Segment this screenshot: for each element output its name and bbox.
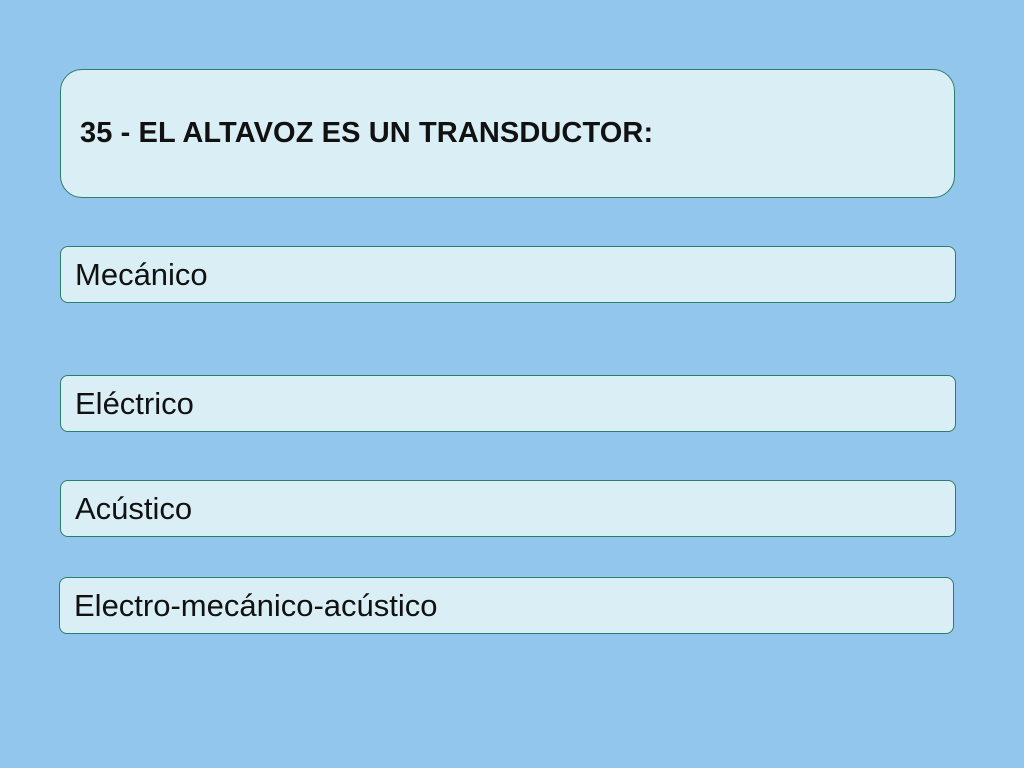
answer-option-label: Electro-mecánico-acústico xyxy=(74,587,438,623)
answer-option-label: Acústico xyxy=(75,490,193,526)
answer-option-acustico[interactable]: Acústico xyxy=(60,480,956,537)
answer-option-electro-mecanico-acustico[interactable]: Electro-mecánico-acústico xyxy=(59,577,954,634)
answer-option-label: Mecánico xyxy=(75,256,208,292)
answer-option-mecanico[interactable]: Mecánico xyxy=(60,246,956,303)
answer-option-label: Eléctrico xyxy=(75,385,194,421)
question-box: 35 - EL ALTAVOZ ES UN TRANSDUCTOR: xyxy=(60,69,955,198)
question-text: 35 - EL ALTAVOZ ES UN TRANSDUCTOR: xyxy=(80,117,654,149)
answer-option-electrico[interactable]: Eléctrico xyxy=(60,375,956,432)
